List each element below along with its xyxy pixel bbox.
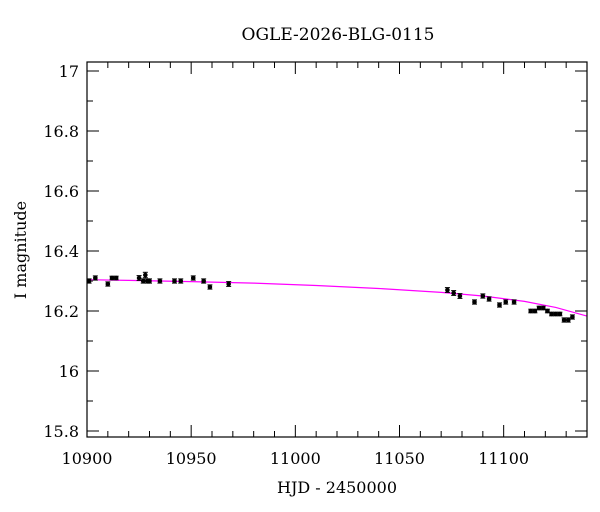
data-marker [178,278,184,284]
data-marker [87,278,92,284]
data-marker [528,308,534,314]
y-tick-label: 16.2 [43,302,79,321]
x-tick-label: 10950 [166,449,217,468]
data-marker [511,299,517,305]
axis-ticks [86,62,588,437]
data-marker [561,317,567,323]
data-point [105,281,111,287]
data-point [565,317,571,323]
data-point [532,308,538,314]
data-point [190,275,196,281]
data-point [201,278,207,284]
y-tick-label: 16.8 [43,122,79,141]
data-point [557,311,563,317]
data-point [172,278,177,284]
data-points [87,271,575,323]
data-marker [472,299,477,305]
data-point [109,275,115,281]
tick-labels: 10900 10950 11000 11050 11100 15.8 16 16.2 16.4 1… [43,62,529,468]
x-tick-label: 11100 [478,449,529,468]
plot-frame [86,61,588,438]
data-point [451,290,457,296]
data-point [444,287,450,293]
x-tick-label: 11050 [374,449,425,468]
data-marker [143,272,148,278]
data-point [457,293,463,299]
data-point [472,299,477,305]
data-point [226,281,232,287]
data-marker [172,278,177,284]
data-marker [545,308,550,314]
data-point [157,278,163,284]
data-marker [570,314,575,320]
data-marker [553,311,559,317]
data-marker [93,275,98,281]
data-marker [457,293,463,299]
data-point [544,308,550,314]
y-tick-label: 17 [59,62,79,81]
data-marker [226,281,231,287]
data-marker [503,299,509,305]
data-point [480,293,486,299]
data-marker [136,275,142,281]
data-marker [157,278,163,284]
data-marker [105,281,111,287]
data-marker [201,278,206,284]
data-marker [147,278,152,284]
x-axis-label: HJD - 2450000 [277,478,397,497]
x-tick-label: 11000 [270,449,321,468]
data-marker [532,308,538,314]
data-marker [190,275,196,281]
data-marker [536,305,542,311]
data-point [540,305,546,311]
data-point [92,275,98,281]
x-tick-label: 10900 [62,449,113,468]
data-marker [565,317,571,323]
data-point [511,299,517,305]
data-point [113,275,119,281]
y-tick-label: 16.4 [43,242,79,261]
y-tick-label: 15.8 [43,422,79,441]
data-point [486,296,492,302]
data-marker [549,311,554,317]
model-curve [87,279,587,317]
data-marker [557,311,563,317]
data-point [497,302,502,308]
data-point [178,278,184,284]
data-marker [445,287,450,293]
data-marker [113,275,119,281]
y-tick-label: 16.6 [43,182,79,201]
data-marker [109,275,115,281]
y-axis-label: I magnitude [11,201,30,299]
data-marker [486,296,492,302]
data-point [503,299,509,305]
data-point [142,271,148,279]
data-marker [480,293,486,299]
data-marker [207,284,213,290]
data-point [207,284,213,290]
data-point [147,278,152,284]
data-marker [497,302,502,308]
data-point [136,275,142,281]
data-marker [540,305,546,311]
data-point [569,314,575,320]
y-tick-label: 16 [59,362,79,381]
data-marker [451,290,456,296]
chart-title: OGLE-2026-BLG-0115 [242,25,435,45]
data-marker [140,278,146,284]
